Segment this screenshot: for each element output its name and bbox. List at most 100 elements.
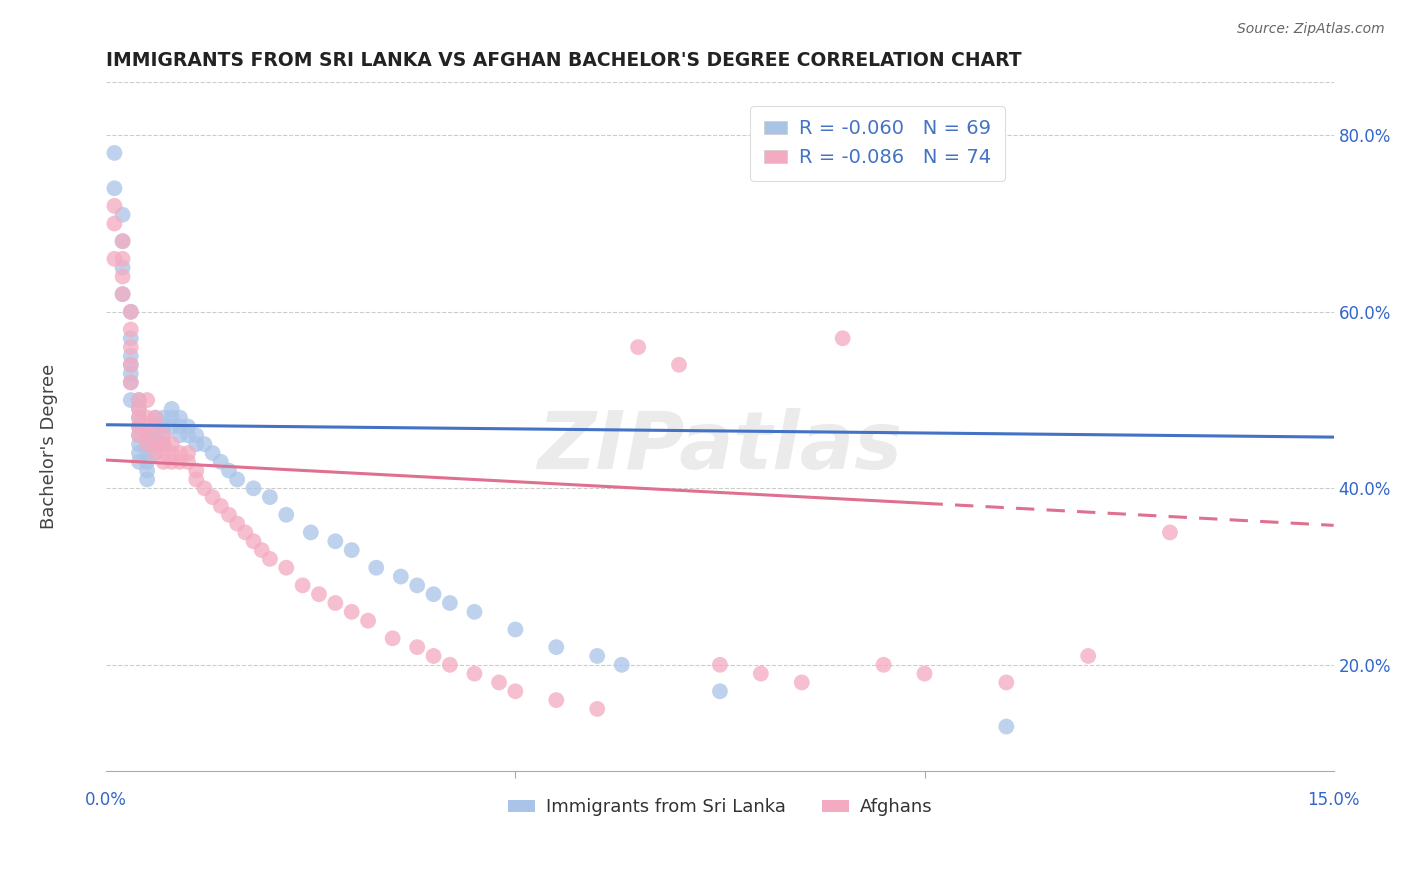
- Point: [709, 657, 731, 672]
- Point: [143, 437, 166, 451]
- Point: [291, 578, 314, 592]
- Point: [186, 473, 208, 487]
- Point: [177, 428, 200, 442]
- Point: [586, 702, 609, 716]
- Point: [103, 199, 125, 213]
- Point: [169, 455, 191, 469]
- Point: [201, 490, 224, 504]
- Point: [169, 428, 191, 442]
- Point: [160, 410, 183, 425]
- Point: [120, 392, 142, 407]
- Point: [111, 287, 134, 301]
- Point: [128, 392, 150, 407]
- Point: [143, 446, 166, 460]
- Text: Source: ZipAtlas.com: Source: ZipAtlas.com: [1237, 22, 1385, 37]
- Point: [406, 578, 429, 592]
- Point: [209, 455, 232, 469]
- Point: [111, 260, 134, 275]
- Point: [136, 428, 159, 442]
- Point: [186, 428, 208, 442]
- Point: [242, 534, 264, 549]
- Point: [152, 410, 174, 425]
- Point: [546, 693, 568, 707]
- Point: [136, 473, 159, 487]
- Point: [439, 596, 461, 610]
- Point: [546, 640, 568, 654]
- Point: [218, 464, 240, 478]
- Point: [143, 410, 166, 425]
- Point: [120, 322, 142, 336]
- Point: [160, 437, 183, 451]
- Point: [143, 419, 166, 434]
- Text: 15.0%: 15.0%: [1308, 791, 1360, 809]
- Point: [136, 428, 159, 442]
- Point: [186, 464, 208, 478]
- Point: [610, 657, 633, 672]
- Point: [120, 376, 142, 390]
- Point: [160, 446, 183, 460]
- Point: [299, 525, 322, 540]
- Point: [325, 534, 347, 549]
- Point: [120, 305, 142, 319]
- Point: [340, 543, 363, 558]
- Point: [128, 446, 150, 460]
- Point: [111, 269, 134, 284]
- Point: [111, 234, 134, 248]
- Point: [406, 640, 429, 654]
- Point: [169, 410, 191, 425]
- Point: [872, 657, 894, 672]
- Point: [422, 587, 444, 601]
- Point: [226, 516, 249, 531]
- Point: [152, 455, 174, 469]
- Point: [152, 437, 174, 451]
- Point: [128, 401, 150, 416]
- Point: [308, 587, 330, 601]
- Point: [193, 437, 215, 451]
- Point: [160, 455, 183, 469]
- Point: [152, 428, 174, 442]
- Point: [226, 473, 249, 487]
- Point: [995, 675, 1018, 690]
- Point: [668, 358, 690, 372]
- Point: [242, 481, 264, 495]
- Point: [128, 401, 150, 416]
- Point: [209, 499, 232, 513]
- Point: [160, 401, 183, 416]
- Point: [120, 376, 142, 390]
- Point: [136, 410, 159, 425]
- Point: [259, 552, 281, 566]
- Point: [831, 331, 853, 345]
- Point: [505, 684, 527, 698]
- Point: [128, 437, 150, 451]
- Point: [120, 358, 142, 372]
- Point: [128, 419, 150, 434]
- Point: [389, 569, 412, 583]
- Point: [143, 419, 166, 434]
- Text: Bachelor's Degree: Bachelor's Degree: [41, 363, 58, 529]
- Point: [366, 560, 388, 574]
- Point: [169, 446, 191, 460]
- Point: [128, 428, 150, 442]
- Point: [136, 446, 159, 460]
- Text: 0.0%: 0.0%: [86, 791, 127, 809]
- Point: [177, 419, 200, 434]
- Point: [749, 666, 772, 681]
- Point: [143, 410, 166, 425]
- Point: [136, 392, 159, 407]
- Point: [463, 666, 485, 681]
- Point: [103, 252, 125, 266]
- Point: [103, 181, 125, 195]
- Point: [201, 446, 224, 460]
- Point: [1077, 648, 1099, 663]
- Point: [250, 543, 273, 558]
- Point: [143, 446, 166, 460]
- Point: [120, 367, 142, 381]
- Point: [276, 560, 298, 574]
- Point: [1159, 525, 1181, 540]
- Point: [463, 605, 485, 619]
- Text: ZIPatlas: ZIPatlas: [537, 409, 903, 486]
- Point: [128, 455, 150, 469]
- Point: [120, 340, 142, 354]
- Point: [340, 605, 363, 619]
- Point: [177, 455, 200, 469]
